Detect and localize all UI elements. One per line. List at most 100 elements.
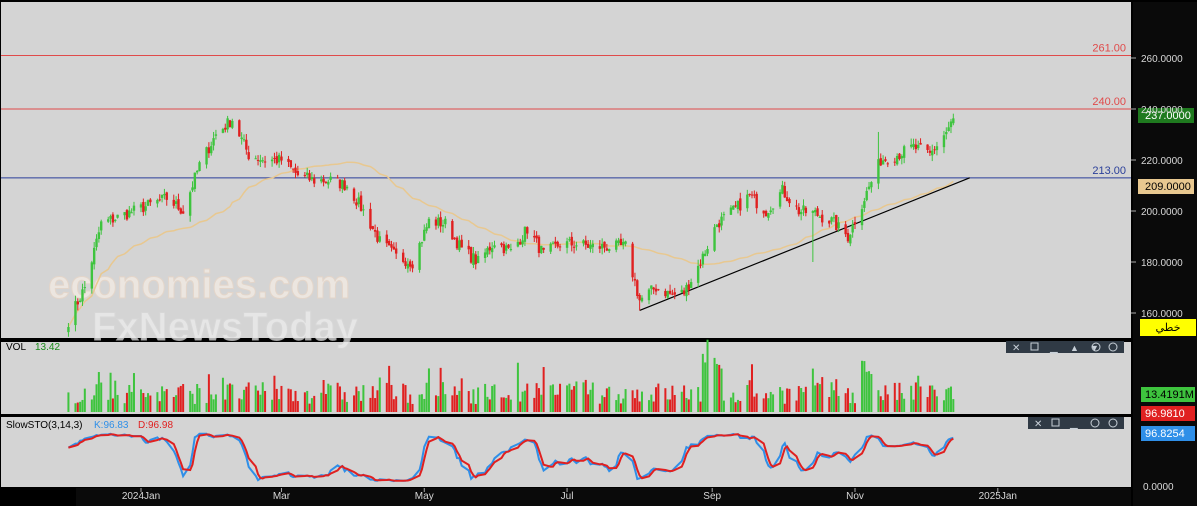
candle-body <box>523 226 527 242</box>
candle-body <box>509 249 513 251</box>
candle-body <box>74 301 77 326</box>
candle-body <box>409 261 412 267</box>
volume-bar <box>898 382 901 412</box>
move-down-icon[interactable]: ▼ <box>1090 343 1099 353</box>
volume-bar <box>854 403 856 412</box>
candle-body <box>814 210 817 213</box>
candle <box>502 241 506 257</box>
candle-body <box>261 160 264 162</box>
settings-icon[interactable] <box>1090 418 1100 428</box>
volume-bar <box>95 384 98 412</box>
volume-bar <box>472 389 475 412</box>
candle <box>198 160 201 172</box>
volume-bar <box>844 393 847 412</box>
candle-body <box>877 159 880 184</box>
volume-bar <box>460 378 463 412</box>
volume-bar <box>67 392 70 412</box>
trend-line[interactable] <box>639 177 970 312</box>
volume-bar <box>406 402 409 412</box>
volume-bar <box>549 385 552 412</box>
candle <box>256 155 260 166</box>
volume-last-value: 13.4191M <box>1145 389 1194 401</box>
volume-bar <box>156 392 159 412</box>
price-panel[interactable] <box>1 2 1131 338</box>
volume-bar <box>500 397 503 412</box>
moving-average-line <box>67 161 954 328</box>
settings-icon[interactable] <box>1091 342 1101 352</box>
candle-body <box>160 194 164 198</box>
options-icon[interactable] <box>1108 342 1118 352</box>
volume-bar <box>800 388 803 412</box>
candle <box>519 238 522 245</box>
candle <box>554 236 557 249</box>
candle <box>540 245 543 254</box>
candle-body <box>788 199 791 204</box>
candle-body <box>277 154 281 163</box>
candle-body <box>853 222 857 225</box>
volume-bar <box>568 383 571 412</box>
maximize-icon[interactable] <box>1051 418 1060 427</box>
candle <box>558 243 562 252</box>
candle <box>746 189 749 212</box>
candle <box>622 238 625 250</box>
move-up-icon[interactable]: ▲ <box>1070 343 1079 353</box>
candle-body <box>942 135 946 148</box>
volume-bar <box>505 397 508 412</box>
horizontal-line-label-1: 240.00 <box>1092 96 1126 108</box>
volume-panel[interactable] <box>1 342 1131 414</box>
volume-bar <box>664 388 667 412</box>
volume-bar <box>140 389 142 412</box>
candle-body <box>746 194 749 209</box>
volume-bar <box>619 403 622 412</box>
candle-body <box>441 224 445 227</box>
volume-bar <box>828 397 831 412</box>
close-icon[interactable]: ✕ <box>1034 419 1042 430</box>
collapse-icon[interactable]: ▁ <box>1069 419 1078 430</box>
candle-body <box>418 243 421 270</box>
volume-bar <box>132 373 135 412</box>
candle-body <box>837 222 840 229</box>
candle <box>418 241 421 273</box>
candle <box>191 181 194 193</box>
candle <box>853 216 857 230</box>
maximize-icon[interactable] <box>1030 342 1039 351</box>
candle <box>313 174 316 188</box>
candle-body <box>483 252 487 258</box>
volume-bar <box>336 382 339 412</box>
volume-bar <box>427 368 430 412</box>
candle <box>821 210 824 227</box>
candle <box>92 242 96 270</box>
candle <box>568 236 571 242</box>
volume-bar <box>615 400 618 412</box>
candle <box>493 240 496 249</box>
candle-body <box>78 300 82 302</box>
candle-body <box>439 217 442 227</box>
candle <box>909 138 913 149</box>
candle <box>673 287 676 300</box>
volume-bar <box>374 398 377 412</box>
candle-body <box>537 236 541 253</box>
candle-body <box>734 205 737 207</box>
candle <box>912 138 915 150</box>
candle <box>762 210 765 218</box>
candle-body <box>490 248 494 253</box>
volume-bar <box>90 399 93 412</box>
options-icon[interactable] <box>1108 418 1118 428</box>
volume-bar <box>942 400 945 412</box>
volume-bar <box>788 388 791 412</box>
trendline-button[interactable]: خطي <box>1140 319 1196 336</box>
candle <box>689 278 693 289</box>
candle <box>273 152 276 164</box>
collapse-icon[interactable]: ▁ <box>1049 343 1058 354</box>
volume-bar <box>884 385 887 412</box>
candle <box>320 175 323 184</box>
candle-body <box>945 132 948 135</box>
candle <box>261 157 264 164</box>
candle <box>181 205 185 214</box>
candle-body <box>947 127 950 131</box>
close-icon[interactable]: ✕ <box>1012 343 1020 354</box>
candle-body <box>221 128 225 133</box>
candle-body <box>427 218 431 229</box>
candle <box>516 238 520 248</box>
candle-body <box>434 219 438 226</box>
